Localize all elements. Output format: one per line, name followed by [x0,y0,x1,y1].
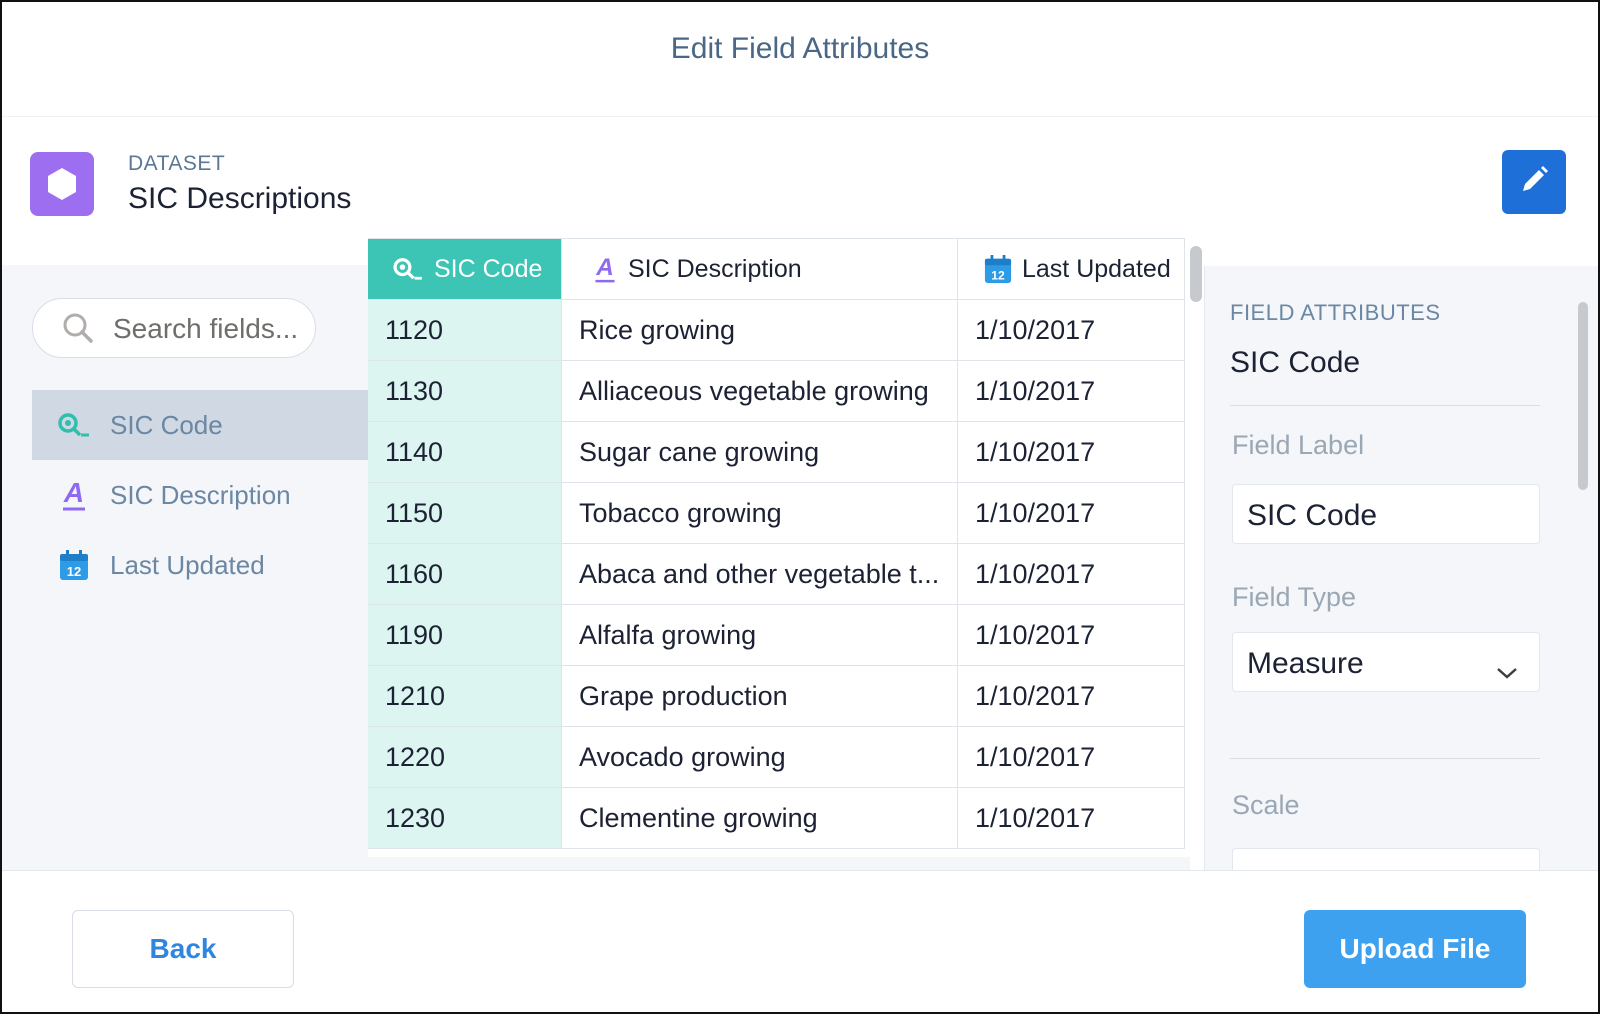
attributes-divider [1230,405,1540,406]
column-header-label: SIC Description [628,254,802,283]
table-row: 1140 Sugar cane growing 1/10/2017 [368,421,1185,483]
table-cell: 1/10/2017 [957,787,1185,849]
pencil-icon [1517,163,1551,202]
chevron-down-icon [1495,655,1519,689]
table-cell: 1/10/2017 [957,726,1185,788]
field-item-sic-description[interactable]: A SIC Description [32,460,368,530]
table-cell: 1120 [368,299,562,361]
footer-divider [2,870,1598,871]
table-cell: 1/10/2017 [957,299,1185,361]
search-box[interactable] [32,298,316,358]
table-row: 1150 Tobacco growing 1/10/2017 [368,482,1185,544]
table-cell: Sugar cane growing [561,421,958,483]
field-type-value: Measure [1247,647,1364,680]
column-header-label: SIC Code [434,254,543,283]
field-item-label: Last Updated [110,549,265,580]
column-header-sic-code[interactable]: SIC Code [368,238,562,300]
table-cell: 1/10/2017 [957,482,1185,544]
column-header-last-updated[interactable]: 12 Last Updated [957,238,1185,300]
table-cell: 1130 [368,360,562,422]
table-cell: Alfalfa growing [561,604,958,666]
svg-text:12: 12 [991,268,1005,282]
table-row: 1130 Alliaceous vegetable growing 1/10/201… [368,360,1185,422]
field-item-label: SIC Description [110,479,291,510]
attributes-scrollbar[interactable] [1578,302,1588,490]
table-row: 1230 Clementine growing 1/10/2017 [368,787,1185,849]
table-cell: 1140 [368,421,562,483]
table-cell: 1210 [368,665,562,727]
dimension-key-icon [54,412,94,438]
field-label-title: Field Label [1232,430,1365,460]
table-cell: Clementine growing [561,787,958,849]
back-button[interactable]: Back [72,910,294,988]
data-preview-grid: SIC Code A SIC Description [368,238,1190,870]
scale-input[interactable] [1232,848,1540,870]
dimension-key-icon [392,257,424,281]
table-row: 1120 Rice growing 1/10/2017 [368,299,1185,361]
table-cell: Alliaceous vegetable growing [561,360,958,422]
table-cell: 1/10/2017 [957,604,1185,666]
text-field-icon: A [592,253,618,285]
svg-text:A: A [63,478,84,508]
table-cell: 1/10/2017 [957,360,1185,422]
table-cell: 1230 [368,787,562,849]
field-item-sic-code[interactable]: SIC Code [32,390,368,460]
table-cell: 1/10/2017 [957,421,1185,483]
table-cell: 1150 [368,482,562,544]
dataset-kicker: DATASET [128,152,226,175]
table-cell: Tobacco growing [561,482,958,544]
table-cell: 1/10/2017 [957,543,1185,605]
svg-text:12: 12 [67,564,81,579]
attributes-field-name: SIC Code [1230,346,1361,379]
text-field-icon: A [54,478,94,512]
search-icon [61,311,95,350]
upload-file-button[interactable]: Upload File [1304,910,1526,988]
table-cell: Avocado growing [561,726,958,788]
table-cell: 1160 [368,543,562,605]
edit-dataset-button[interactable] [1502,150,1566,214]
grid-horizontal-scrollbar[interactable] [368,857,1190,870]
table-row: 1220 Avocado growing 1/10/2017 [368,726,1185,788]
dataset-icon [30,152,94,216]
grid-vertical-scrollbar[interactable] [1190,246,1202,302]
table-cell: 1/10/2017 [957,665,1185,727]
field-attributes-panel [1204,266,1598,870]
svg-text:A: A [595,254,614,281]
field-label-input[interactable]: SIC Code [1232,484,1540,544]
field-item-label: SIC Code [110,409,223,440]
table-cell: 1220 [368,726,562,788]
column-header-label: Last Updated [1022,254,1171,283]
field-type-select[interactable]: Measure [1232,632,1540,692]
field-item-last-updated[interactable]: 12 Last Updated [32,530,368,600]
attributes-kicker: FIELD ATTRIBUTES [1230,300,1441,325]
table-cell: Rice growing [561,299,958,361]
calendar-icon: 12 [54,549,94,581]
table-cell: Grape production [561,665,958,727]
scale-title: Scale [1232,790,1300,820]
table-row: 1210 Grape production 1/10/2017 [368,665,1185,727]
table-cell: Abaca and other vegetable t... [561,543,958,605]
table-row: 1160 Abaca and other vegetable t... 1/10/2… [368,543,1185,605]
modal-title: Edit Field Attributes [670,32,930,65]
table-row: 1190 Alfalfa growing 1/10/2017 [368,604,1185,666]
attributes-divider [1230,758,1540,759]
dataset-name: SIC Descriptions [128,182,352,215]
title-divider [2,116,1598,117]
field-label-value: SIC Code [1247,499,1378,532]
column-header-sic-description[interactable]: A SIC Description [561,238,958,300]
field-type-title: Field Type [1232,582,1357,612]
calendar-icon: 12 [984,254,1012,284]
table-cell: 1190 [368,604,562,666]
search-input[interactable] [111,309,313,349]
